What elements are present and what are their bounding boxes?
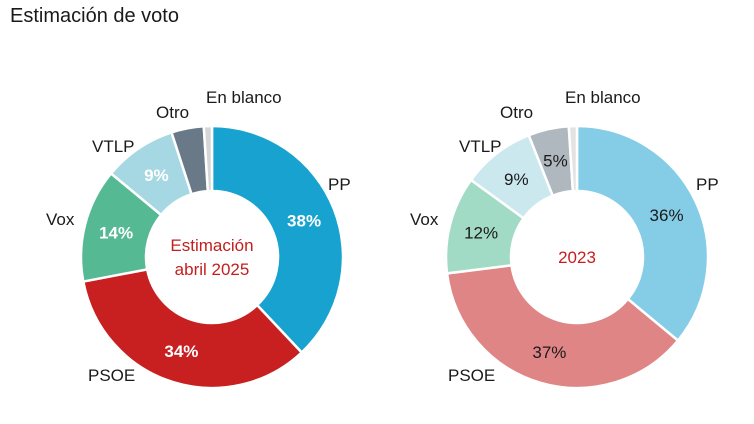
value-label-vtlp: 9% [144, 166, 169, 185]
category-label-vox: Vox [46, 210, 75, 229]
center-label-line-1: 2023 [558, 248, 596, 267]
donut-chart-1: 38% PP 34% PSOE 14% Vox 9% VTLP Otro En blanco Est… [46, 88, 351, 390]
category-label-pp: PP [696, 175, 719, 194]
value-label-psoe: 37% [532, 343, 566, 362]
category-label-otro: Otro [156, 103, 189, 122]
category-label-psoe: PSOE [448, 366, 495, 385]
slice-en-blanco [202, 124, 214, 193]
category-label-en-blanco: En blanco [565, 88, 641, 107]
value-label-vox: 12% [464, 223, 498, 242]
category-label-vtlp: VTLP [459, 137, 502, 156]
slice-psoe [81, 267, 304, 390]
category-label-pp: PP [328, 175, 351, 194]
slice-en-blanco [567, 124, 579, 193]
donut-chart-2: 36% PP 37% PSOE 12% Vox 9%VTLP 5% Otro En blanco 2… [410, 88, 719, 390]
category-label-en-blanco: En blanco [206, 88, 282, 107]
chart-title: Estimación de voto [10, 5, 179, 27]
slice-pp [575, 124, 710, 343]
value-label-psoe: 34% [164, 342, 198, 361]
category-label-vox: Vox [410, 210, 439, 229]
center-label-line-2: abril 2025 [175, 260, 250, 279]
category-label-otro: Otro [500, 103, 533, 122]
slice-psoe [445, 263, 680, 390]
value-label-pp: 38% [287, 212, 321, 231]
value-label-otro: 5% [543, 151, 568, 170]
slice-pp [210, 124, 345, 355]
value-label-pp: 36% [650, 206, 684, 225]
value-label-vox: 14% [99, 223, 133, 242]
category-label-vtlp: VTLP [92, 137, 135, 156]
value-label-vtlp: 9% [504, 170, 529, 189]
category-label-psoe: PSOE [88, 366, 135, 385]
center-label-line-1: Estimación [170, 236, 253, 255]
